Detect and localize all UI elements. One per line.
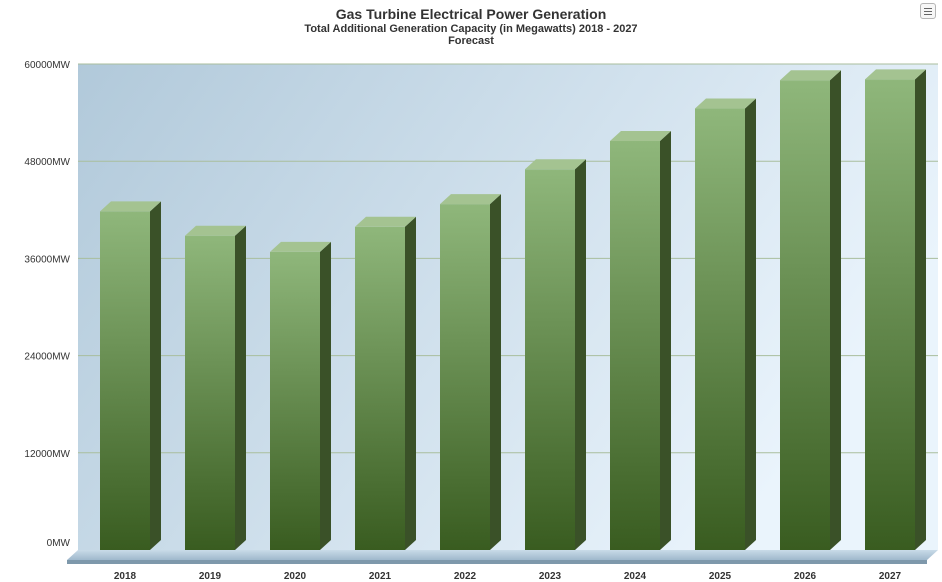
x-tick-label: 2024 (624, 571, 647, 582)
chart-subtitle: Total Additional Generation Capacity (in… (304, 23, 638, 35)
y-tick-label: 60000MW (24, 60, 70, 71)
bar-front (780, 80, 830, 550)
menu-icon (924, 7, 932, 9)
bar-side (660, 130, 671, 550)
bar (865, 69, 926, 550)
bar-front (270, 251, 320, 551)
bar-top (865, 69, 926, 80)
bar-top (100, 201, 161, 212)
y-tick-label: 48000MW (24, 157, 70, 168)
x-tick-label: 2018 (114, 571, 137, 582)
bar-side (320, 241, 331, 551)
bar (780, 70, 841, 550)
bar (610, 130, 671, 550)
bar-top (440, 194, 501, 205)
x-tick-label: 2022 (454, 571, 477, 582)
x-tick-label: 2027 (879, 571, 902, 582)
plot-floor (67, 550, 938, 560)
bar (440, 194, 501, 550)
bar-side (830, 70, 841, 550)
bar-top (185, 225, 246, 236)
bar-front (185, 235, 235, 550)
bar-front (865, 79, 915, 550)
x-tick-label: 2025 (709, 571, 732, 582)
bar-side (235, 225, 246, 550)
bar-top (780, 70, 841, 81)
chart-subtitle-forecast: Forecast (448, 35, 494, 47)
bar-side (745, 98, 756, 551)
bar-front (695, 108, 745, 551)
bar-top (525, 159, 586, 170)
chart-titles: Gas Turbine Electrical Power Generation … (0, 6, 942, 47)
bar-side (405, 216, 416, 550)
bar (270, 241, 331, 551)
bar-side (915, 69, 926, 550)
y-tick-label: 24000MW (24, 352, 70, 363)
bar-side (490, 194, 501, 550)
bar (695, 98, 756, 551)
bar-top (270, 241, 331, 252)
bar (100, 201, 161, 551)
bar-front (100, 211, 150, 551)
bar-front (355, 226, 405, 550)
menu-icon-line (924, 13, 932, 15)
y-tick-label: 12000MW (24, 449, 70, 460)
bar-top (355, 216, 416, 227)
plot-floor-front (67, 560, 927, 564)
bar (185, 225, 246, 550)
chart-menu-button[interactable] (920, 3, 936, 19)
x-tick-label: 2019 (199, 571, 222, 582)
bar-side (575, 159, 586, 551)
x-tick-label: 2023 (539, 571, 562, 582)
y-tick-label: 36000MW (24, 254, 70, 265)
bar-front (610, 140, 660, 550)
bar (355, 216, 416, 550)
x-tick-label: 2026 (794, 571, 817, 582)
bar (525, 159, 586, 551)
bar-top (610, 130, 671, 141)
bar-side (150, 201, 161, 551)
bar-front (440, 204, 490, 550)
x-tick-label: 2020 (284, 571, 307, 582)
chart-title: Gas Turbine Electrical Power Generation (335, 6, 607, 22)
bar-top (695, 98, 756, 109)
menu-icon-line (924, 10, 932, 12)
x-tick-label: 2021 (369, 571, 392, 582)
bar-front (525, 169, 575, 551)
y-tick-label: 0MW (47, 538, 71, 549)
